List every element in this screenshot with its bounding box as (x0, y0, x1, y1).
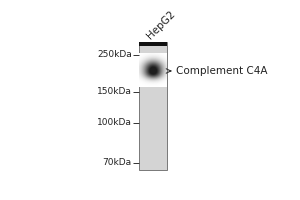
Text: 250kDa: 250kDa (97, 50, 132, 59)
Text: HepG2: HepG2 (145, 9, 177, 41)
Text: 70kDa: 70kDa (103, 158, 132, 167)
Bar (139, 42, 166, 46)
Bar (139, 42, 166, 170)
Text: 150kDa: 150kDa (97, 87, 132, 96)
Text: 100kDa: 100kDa (97, 118, 132, 127)
Text: Complement C4A: Complement C4A (176, 66, 267, 76)
